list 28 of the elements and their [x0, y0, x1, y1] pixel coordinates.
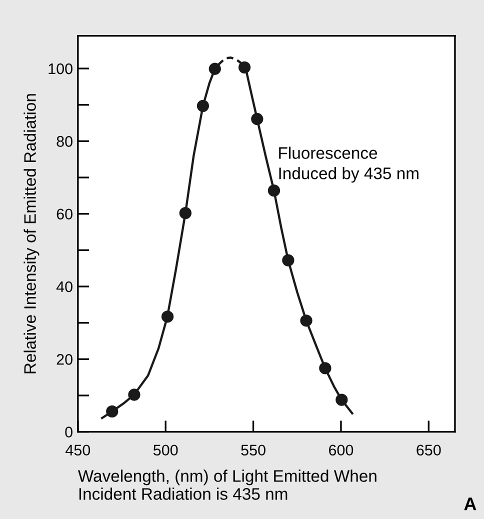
point: [319, 362, 332, 374]
point: [238, 61, 251, 74]
y-tick-label: 80: [56, 136, 72, 147]
text: A: [464, 498, 476, 510]
y-tick-label: 100: [48, 63, 72, 74]
y-axis-title: Relative Intensity of Emitted Radiation: [24, 94, 40, 374]
x-tick-label: 600: [329, 444, 354, 456]
y-tick-label: 40: [56, 281, 72, 292]
point: [300, 314, 312, 327]
x-tick-label: 500: [153, 444, 178, 456]
point: [161, 310, 174, 323]
point: [268, 184, 280, 197]
x-tick-label: 450: [66, 444, 90, 456]
point: [336, 394, 348, 406]
point: [282, 254, 294, 266]
point: [251, 112, 264, 126]
x-tick-label: 550: [241, 444, 266, 456]
y-tick-label: 0: [65, 426, 72, 438]
point: [208, 62, 221, 75]
point: [179, 207, 192, 220]
annotation: Fluorescence Induced by 435 nm: [279, 146, 418, 183]
point: [106, 405, 118, 418]
point: [128, 388, 140, 401]
point: [196, 100, 210, 112]
x-axis-title: Wavelength, (nm) of Light Emitted When Incident Radiation is 435 nm: [78, 470, 376, 500]
y-tick-label: 60: [56, 208, 72, 220]
x-tick-label: 650: [416, 444, 441, 456]
y-tick-label: 20: [56, 354, 72, 365]
